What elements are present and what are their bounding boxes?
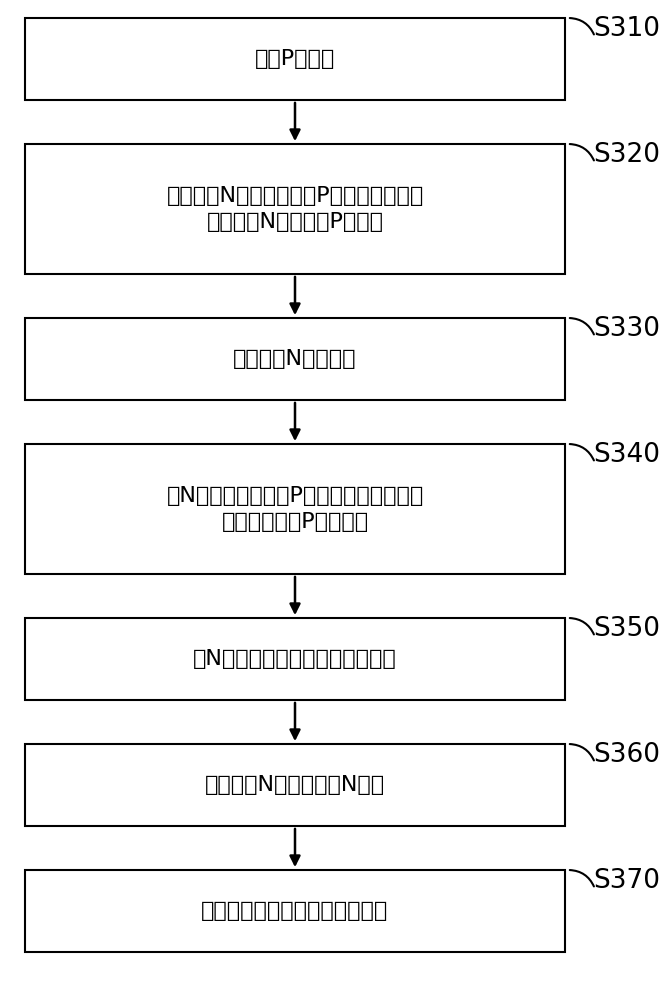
Text: S370: S370	[593, 868, 660, 894]
Text: 在N型外延层的表面形成隔离结构: 在N型外延层的表面形成隔离结构	[193, 649, 397, 669]
Text: S330: S330	[593, 316, 660, 342]
Bar	[25, 444, 565, 574]
Text: 向N型外延层内注入P型杂质离子，推阱后: 向N型外延层内注入P型杂质离子，推阱后	[167, 486, 424, 506]
Text: 形成第一N阱区和第二N阱区: 形成第一N阱区和第二N阱区	[205, 775, 385, 795]
Text: 分别注入N型杂质离子和P型杂质离子，推: 分别注入N型杂质离子和P型杂质离子，推	[167, 186, 424, 206]
Bar	[25, 144, 565, 274]
Bar	[25, 318, 565, 400]
Text: S350: S350	[593, 616, 660, 642]
Text: 形成栏极区、源极区以及漏极区: 形成栏极区、源极区以及漏极区	[201, 901, 388, 921]
Bar	[25, 618, 565, 700]
Bar	[25, 18, 565, 100]
Text: 形成至少一个P型场限环: 形成至少一个P型场限环	[221, 512, 369, 532]
Text: S310: S310	[593, 16, 660, 42]
Text: 外延形成N型外延层: 外延形成N型外延层	[233, 349, 357, 369]
Text: 阱后形成N型埋层和P型埋层: 阱后形成N型埋层和P型埋层	[207, 212, 384, 232]
Bar	[25, 870, 565, 952]
Text: S320: S320	[593, 142, 660, 168]
Bar	[25, 744, 565, 826]
Text: S340: S340	[593, 442, 660, 468]
Text: 提供P型衬底: 提供P型衬底	[255, 49, 335, 69]
Text: S360: S360	[593, 742, 660, 768]
